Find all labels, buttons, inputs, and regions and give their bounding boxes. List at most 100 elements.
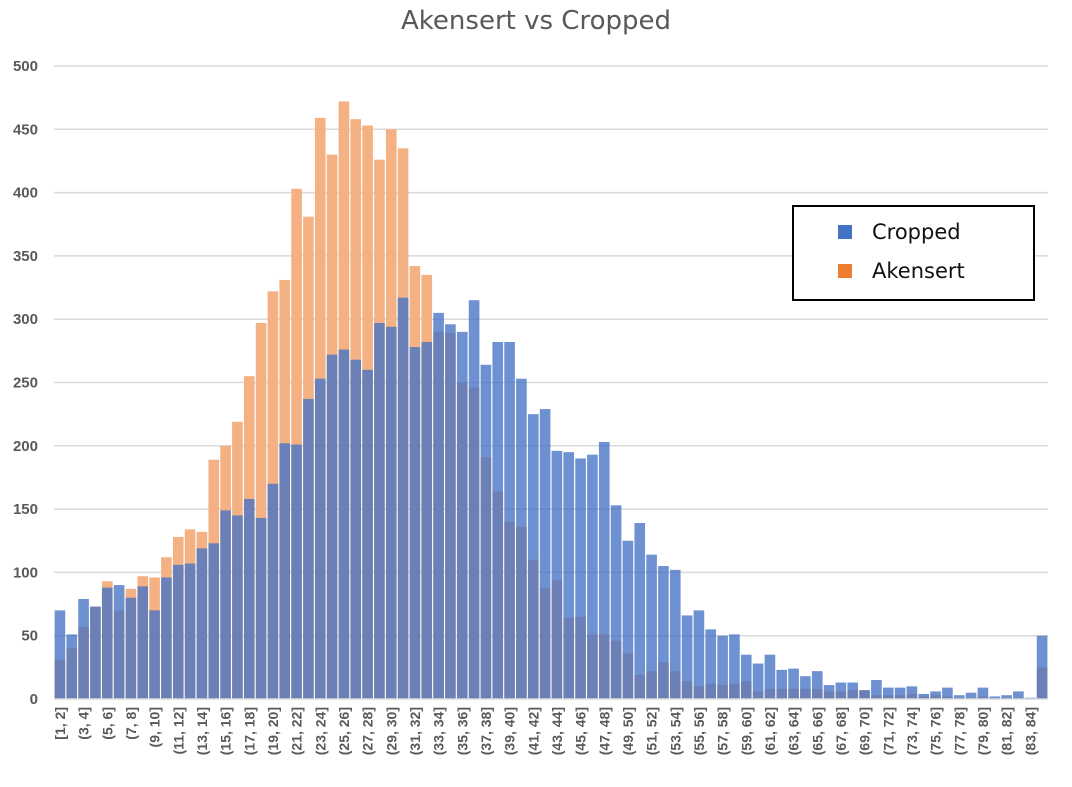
x-tick-label-26: (27, 28]: [360, 707, 376, 755]
bar-cropped-7: [137, 586, 149, 699]
bar-cropped-63: [800, 676, 811, 699]
x-tick-label-18: (19, 20]: [265, 707, 281, 755]
bar-cropped-15: [232, 515, 243, 699]
x-tick-label-8: (9, 10]: [147, 707, 163, 747]
bar-cropped-83: [1036, 635, 1048, 699]
bar-cropped-22: [314, 378, 326, 699]
x-tick-label-72: (73, 74]: [904, 707, 920, 755]
y-tick-label-100: 100: [13, 564, 38, 581]
legend-swatch-cropped: [838, 225, 852, 239]
x-tick-label-40: (41, 42]: [525, 707, 541, 755]
x-tick-label-58: (59, 60]: [738, 707, 754, 755]
bar-cropped-64: [811, 671, 823, 699]
bar-akensert-20: [291, 188, 302, 699]
y-axis-ticks: 0 50 100 150 200 250 300 350 400 450 500: [13, 58, 38, 708]
bar-cropped-0: [54, 610, 66, 699]
bar-cropped-65: [823, 685, 835, 699]
bar-cropped-81: [1013, 691, 1024, 699]
bar-cropped-6: [125, 597, 137, 699]
x-tick-label-70: (71, 72]: [880, 707, 896, 755]
bar-cropped-39: [516, 378, 527, 699]
bar-cropped-17: [255, 517, 267, 699]
y-tick-label-150: 150: [13, 501, 38, 518]
bar-cropped-24: [338, 349, 350, 699]
bar-cropped-55: [705, 629, 717, 699]
bar-cropped-34: [456, 331, 468, 699]
bar-cropped-4: [101, 587, 113, 699]
bar-cropped-61: [776, 669, 788, 699]
bar-cropped-18: [267, 483, 279, 699]
x-tick-label-0: [1, 2]: [52, 707, 68, 740]
bar-cropped-78: [977, 687, 989, 699]
bar-cropped-28: [385, 326, 397, 699]
bar-cropped-12: [196, 548, 208, 699]
x-tick-label-12: (13, 14]: [194, 707, 210, 755]
bar-cropped-29: [397, 297, 409, 699]
x-tick-label-74: (75, 76]: [928, 707, 944, 755]
bar-cropped-49: [634, 523, 646, 699]
bar-cropped-57: [729, 634, 740, 699]
legend-item-akensert: Akensert: [838, 258, 965, 284]
bar-cropped-36: [480, 364, 492, 699]
y-tick-label-300: 300: [13, 311, 38, 328]
bar-cropped-77: [965, 692, 977, 699]
bar-cropped-26: [362, 369, 373, 699]
bar-cropped-27: [374, 322, 385, 699]
bar-cropped-69: [871, 680, 882, 699]
bar-cropped-44: [575, 458, 586, 699]
x-tick-label-24: (25, 26]: [336, 707, 352, 755]
bar-cropped-10: [172, 564, 184, 699]
bar-cropped-8: [149, 610, 160, 699]
x-tick-label-62: (63, 64]: [786, 707, 802, 755]
y-tick-label-250: 250: [13, 375, 38, 392]
x-tick-label-28: (29, 30]: [383, 707, 399, 755]
x-tick-label-46: (47, 48]: [596, 707, 612, 755]
x-tick-label-30: (31, 32]: [407, 707, 423, 755]
legend-label-akensert: Akensert: [872, 259, 965, 283]
bar-cropped-45: [587, 454, 598, 699]
x-tick-label-6: (7, 8]: [123, 707, 139, 740]
bar-cropped-67: [847, 682, 859, 699]
bar-cropped-50: [646, 554, 657, 699]
x-axis-ticks: [1, 2] (3, 4] (5, 6] (7, 8] (9, 10] (11, 12] (…: [52, 707, 1038, 755]
x-tick-label-38: (39, 40]: [502, 707, 518, 755]
bar-cropped-58: [740, 654, 752, 699]
x-tick-label-48: (49, 50]: [620, 707, 636, 755]
x-tick-label-34: (35, 36]: [454, 707, 470, 755]
bar-cropped-43: [563, 452, 575, 699]
x-tick-label-10: (11, 12]: [170, 707, 186, 754]
x-tick-label-36: (37, 38]: [478, 707, 494, 755]
bar-cropped-41: [539, 409, 551, 699]
bar-cropped-5: [113, 585, 125, 699]
y-tick-label-500: 500: [13, 58, 38, 75]
bar-cropped-62: [788, 668, 799, 699]
bar-cropped-23: [326, 354, 338, 699]
bar-cropped-47: [610, 505, 622, 699]
chart-title: Akensert vs Cropped: [401, 6, 671, 36]
bar-cropped-48: [622, 540, 634, 699]
bar-cropped-20: [291, 444, 302, 699]
bar-cropped-21: [303, 398, 314, 699]
bar-cropped-3: [90, 606, 101, 699]
bar-cropped-40: [527, 414, 539, 699]
bar-cropped-13: [208, 543, 220, 699]
bar-cropped-19: [279, 443, 291, 699]
bar-cropped-33: [445, 324, 456, 699]
bar-akensert-17: [255, 322, 267, 699]
y-tick-label-350: 350: [13, 248, 38, 265]
x-tick-label-82: (83, 84]: [1022, 707, 1038, 755]
x-tick-label-14: (15, 16]: [218, 707, 234, 755]
bar-cropped-30: [409, 347, 421, 699]
x-tick-label-80: (81, 82]: [999, 707, 1015, 755]
legend-label-cropped: Cropped: [872, 220, 961, 244]
x-tick-label-66: (67, 68]: [833, 707, 849, 755]
bar-cropped-71: [894, 687, 906, 699]
bar-cropped-53: [681, 615, 693, 699]
legend-swatch-akensert: [838, 264, 852, 278]
x-tick-label-64: (65, 66]: [809, 707, 825, 755]
bar-cropped-54: [693, 610, 705, 699]
y-tick-label-450: 450: [13, 121, 38, 138]
bar-cropped-79: [989, 696, 1001, 699]
bar-cropped-46: [598, 442, 610, 699]
bar-cropped-9: [161, 577, 172, 699]
